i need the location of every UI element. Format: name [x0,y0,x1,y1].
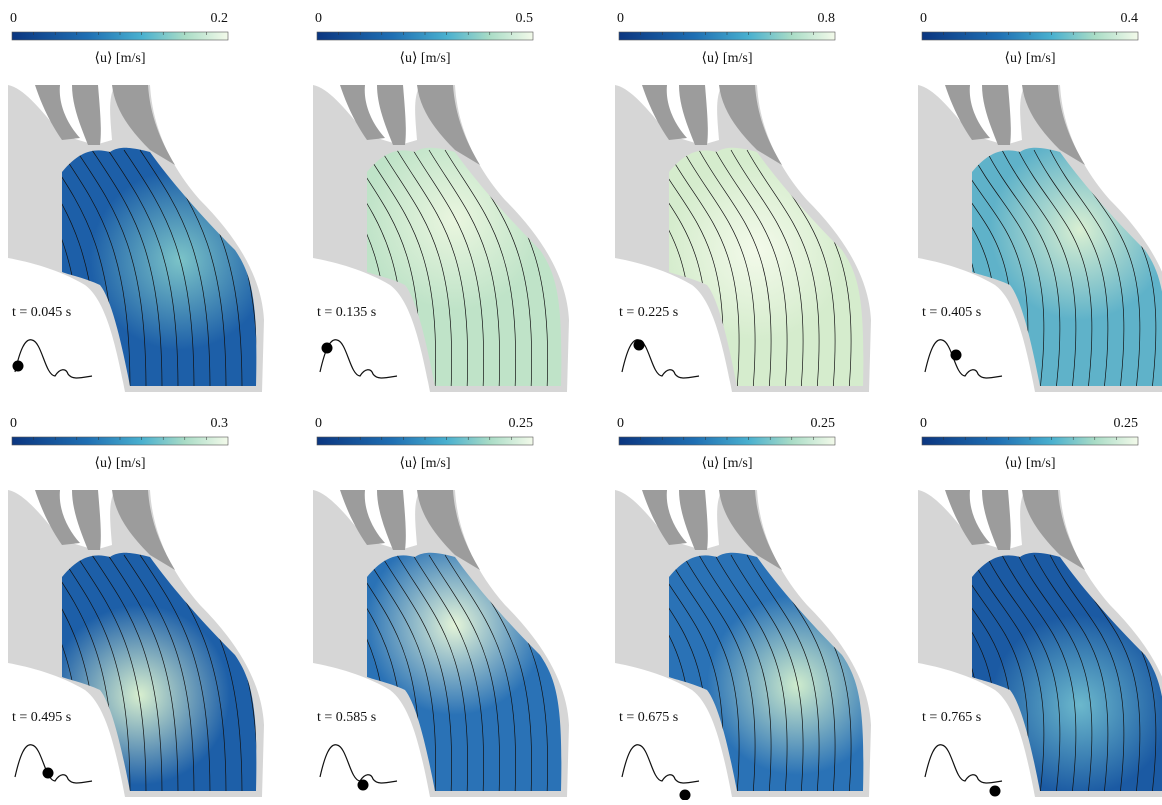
scale-min: 0 [617,416,624,431]
waveform [15,340,92,378]
waveform-dot [322,343,333,354]
figure: 0 0.2 ⟨u⟩ [m/s] t = 0.045 s 0 0.5 ⟨u⟩ [m/s] t =… [0,0,1162,800]
panel: 0 0.25 ⟨u⟩ [m/s] t = 0.675 s [587,416,871,800]
scale-max: 0.25 [1114,416,1139,431]
panel: 0 0.25 ⟨u⟩ [m/s] t = 0.585 s [285,416,569,797]
panel: 0 0.3 ⟨u⟩ [m/s] t = 0.495 s [0,416,264,797]
waveform [320,745,397,783]
scale-max: 0.4 [1121,11,1139,26]
scale-label: ⟨u⟩ [m/s] [400,456,451,471]
flow-region [367,148,561,386]
scale-min: 0 [10,416,17,431]
flow-region [972,148,1162,386]
waveform [925,745,1002,783]
scale-max: 0.3 [211,416,229,431]
scale-label: ⟨u⟩ [m/s] [400,51,451,66]
waveform [15,745,92,783]
time-label: t = 0.585 s [317,710,376,725]
scale-label: ⟨u⟩ [m/s] [702,456,753,471]
scale-min: 0 [315,416,322,431]
flow-region [972,553,1162,791]
flow-region [367,553,561,791]
waveform-dot [358,780,369,791]
scale-min: 0 [617,11,624,26]
waveform-dot [951,350,962,361]
scale-max: 0.25 [509,416,534,431]
flow-region [62,148,256,386]
scale-min: 0 [920,416,927,431]
flow-region [669,148,863,386]
waveform-dot [13,361,24,372]
scale-min: 0 [315,11,322,26]
panel: 0 0.25 ⟨u⟩ [m/s] t = 0.765 s [890,416,1162,797]
waveform [622,745,699,783]
scale-label: ⟨u⟩ [m/s] [95,456,146,471]
scale-label: ⟨u⟩ [m/s] [702,51,753,66]
scale-max: 0.25 [811,416,836,431]
scale-label: ⟨u⟩ [m/s] [95,51,146,66]
time-label: t = 0.765 s [922,710,981,725]
panel: 0 0.4 ⟨u⟩ [m/s] t = 0.405 s [890,11,1162,392]
scale-max: 0.5 [516,11,534,26]
waveform [925,340,1002,378]
time-label: t = 0.675 s [619,710,678,725]
scale-label: ⟨u⟩ [m/s] [1005,51,1056,66]
time-label: t = 0.405 s [922,305,981,320]
panel: 0 0.5 ⟨u⟩ [m/s] t = 0.135 s [285,11,569,392]
time-label: t = 0.045 s [12,305,71,320]
time-label: t = 0.225 s [619,305,678,320]
time-label: t = 0.495 s [12,710,71,725]
waveform-dot [680,790,691,801]
scale-label: ⟨u⟩ [m/s] [1005,456,1056,471]
scale-min: 0 [920,11,927,26]
scale-min: 0 [10,11,17,26]
scale-max: 0.2 [211,11,229,26]
waveform-dot [990,786,1001,797]
time-label: t = 0.135 s [317,305,376,320]
waveform-dot [634,340,645,351]
waveform-dot [43,768,54,779]
panel: 0 0.8 ⟨u⟩ [m/s] t = 0.225 s [587,11,871,392]
flow-region [62,553,256,791]
scale-max: 0.8 [818,11,836,26]
flow-region [669,553,863,791]
panel: 0 0.2 ⟨u⟩ [m/s] t = 0.045 s [0,11,264,392]
